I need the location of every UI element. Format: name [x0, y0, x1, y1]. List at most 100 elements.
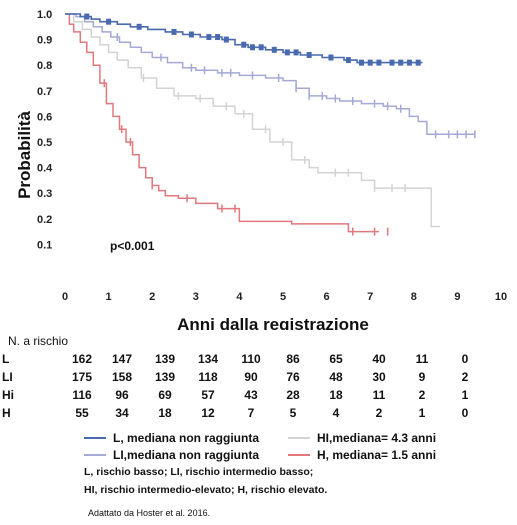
risk-cell: 40 — [372, 352, 386, 366]
series-line-l — [65, 13, 423, 64]
censor-mark-l — [358, 59, 364, 66]
censor-mark-l — [206, 34, 212, 41]
legend-swatch — [84, 437, 106, 439]
legend-item: HI,mediana= 4.3 anni — [288, 430, 436, 446]
legend-label: H, mediana= 1.5 anni — [317, 448, 437, 462]
risk-cell: 2 — [418, 388, 426, 402]
risk-cell: 1 — [461, 388, 469, 402]
survival-chart: Probabilità Anni dalla registrazione p<0… — [15, 9, 507, 330]
censor-mark-l — [345, 57, 351, 64]
risk-table-title: N. a rischio — [8, 334, 69, 348]
y-tick-label: 0.1 — [37, 239, 52, 251]
legend-label: HI,mediana= 4.3 anni — [317, 431, 437, 445]
censor-mark-l — [293, 49, 299, 56]
risk-cell: 1 — [418, 406, 426, 420]
censor-mark-l — [171, 28, 177, 35]
censor-mark-l — [306, 51, 312, 58]
censor-mark-l — [415, 59, 421, 66]
legend-label: LI,mediana non raggiunta — [113, 448, 260, 462]
risk-cell: 2 — [375, 406, 383, 420]
y-tick-label: 0.9 — [37, 35, 52, 47]
censor-mark-l — [136, 23, 142, 30]
censor-mark-l — [258, 44, 264, 51]
censor-mark-l — [398, 59, 404, 66]
y-tick-labels: 0.1 0.2 0.3 0.4 0.5 0.6 0.7 0.8 0.9 1.0 — [37, 9, 53, 251]
y-tick-label: 0.2 — [37, 214, 52, 226]
legend-swatch — [288, 454, 310, 456]
legend-swatch — [84, 454, 106, 456]
x-tick-label: 9 — [454, 291, 460, 303]
risk-cell: 11 — [415, 352, 429, 366]
risk-cell: 162 — [71, 352, 93, 366]
series-line-li — [65, 13, 475, 136]
y-tick-label: 0.5 — [37, 137, 52, 149]
x-tick-label: 5 — [280, 291, 286, 303]
risk-cell: 28 — [286, 388, 300, 402]
x-tick-labels: 0 1 2 3 4 5 6 7 8 9 10 — [62, 291, 507, 303]
risk-cell: 2 — [461, 370, 469, 384]
risk-cell: 18 — [329, 388, 343, 402]
censor-mark-l — [406, 59, 412, 66]
censor-mark-l — [188, 31, 194, 38]
risk-cell: 5 — [289, 406, 297, 420]
p-value-annotation: p<0.001 — [110, 239, 155, 253]
x-tick-label: 8 — [411, 291, 417, 303]
risk-cell: 18 — [158, 406, 172, 420]
risk-cell: 57 — [201, 388, 215, 402]
censor-mark-l — [106, 18, 112, 25]
risk-cell: 0 — [461, 352, 469, 366]
legend-swatch — [288, 437, 310, 439]
source-note: Adattato da Hoster et al. 2016. — [88, 508, 211, 518]
risk-cell: 134 — [197, 352, 219, 366]
y-tick-label: 0.7 — [37, 86, 52, 98]
risk-row-label: LI — [2, 370, 13, 384]
risk-cell: 118 — [198, 370, 218, 384]
legend-item: H, mediana= 1.5 anni — [288, 447, 436, 463]
risk-cell: 30 — [372, 370, 386, 384]
risk-cell: 11 — [372, 388, 386, 402]
footnote-line-1: L, rischio basso; LI, rischio intermedio… — [84, 466, 314, 478]
y-tick-label: 0.8 — [37, 60, 52, 72]
censor-mark-l — [367, 59, 373, 66]
risk-cell: 90 — [244, 370, 258, 384]
legend-item: L, mediana non raggiunta — [84, 430, 259, 446]
risk-cell: 9 — [418, 370, 426, 384]
x-axis-label: Anni dalla registrazione — [177, 315, 369, 330]
x-tick-label: 2 — [149, 291, 155, 303]
censor-mark-l — [223, 36, 229, 43]
censor-mark-l — [328, 54, 334, 61]
risk-row-label: L — [2, 352, 10, 366]
footnote-line-2: HI, rischio intermedio-elevato; H, risch… — [84, 484, 328, 496]
risk-cell: 76 — [286, 370, 300, 384]
survival-curves — [65, 13, 476, 236]
series-line-hi — [65, 13, 440, 228]
risk-cell: 55 — [75, 406, 89, 420]
x-tick-label: 10 — [495, 291, 507, 303]
censor-mark-l — [241, 41, 247, 48]
censor-mark-l — [215, 34, 221, 41]
risk-cell: 147 — [111, 352, 133, 366]
x-tick-label: 1 — [106, 291, 112, 303]
risk-cell: 43 — [244, 388, 258, 402]
risk-cell: 116 — [72, 388, 92, 402]
y-tick-label: 0.6 — [37, 111, 52, 123]
risk-cell: 65 — [329, 352, 343, 366]
risk-cell: 96 — [115, 388, 129, 402]
censor-mark-l — [284, 49, 290, 56]
x-tick-label: 0 — [62, 291, 68, 303]
risk-cell: 0 — [461, 406, 469, 420]
risk-cell: 69 — [158, 388, 172, 402]
risk-cell: 86 — [286, 352, 300, 366]
censor-mark-l — [271, 46, 277, 53]
x-tick-label: 7 — [367, 291, 373, 303]
risk-cell: 7 — [247, 406, 255, 420]
risk-row-label: H — [2, 406, 11, 420]
risk-cell: 139 — [154, 370, 176, 384]
x-tick-label: 4 — [236, 291, 243, 303]
risk-cell: 175 — [71, 370, 93, 384]
series-line-h — [65, 13, 379, 233]
risk-cell: 12 — [201, 406, 215, 420]
y-axis-label: Probabilità — [15, 111, 34, 199]
risk-cell: 139 — [154, 352, 176, 366]
risk-cell: 4 — [332, 406, 340, 420]
